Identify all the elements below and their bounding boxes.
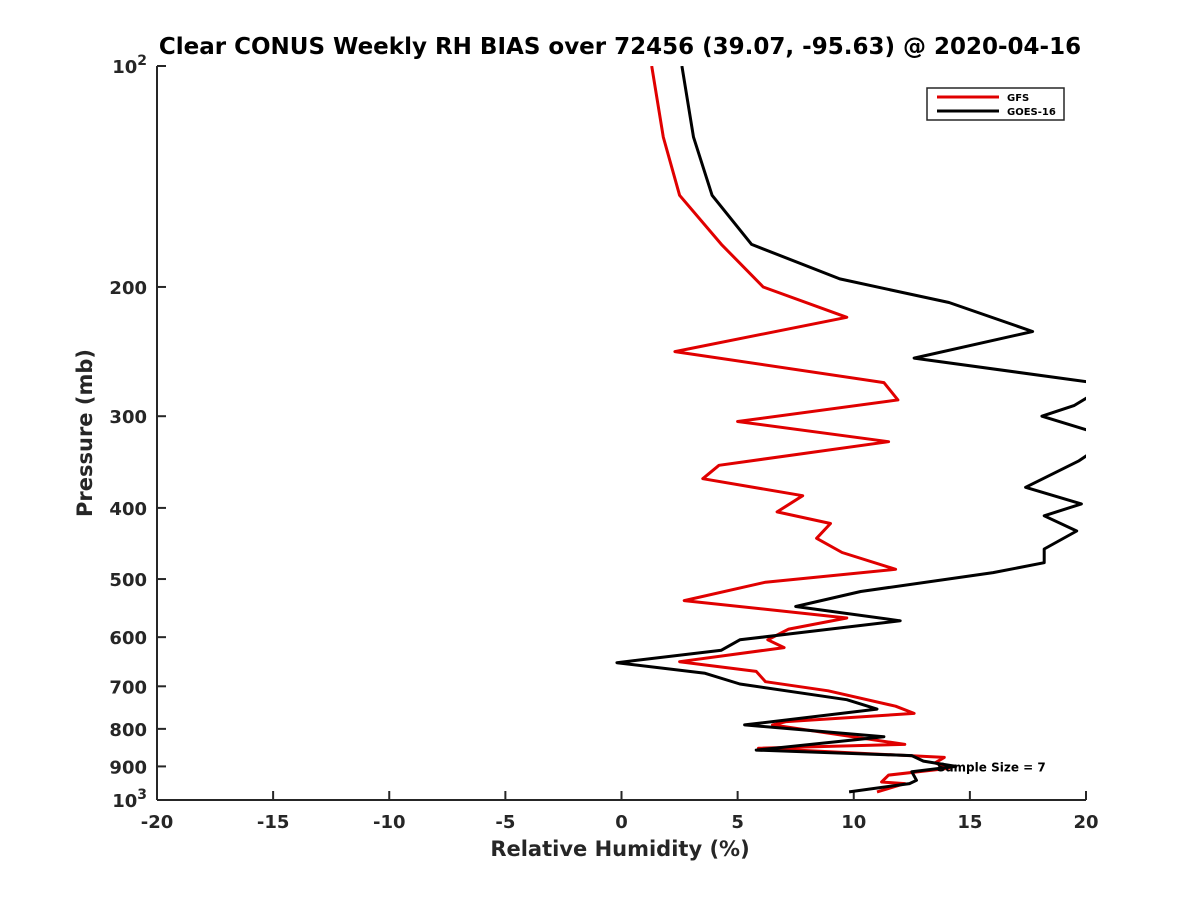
plot-area: -20 -15 -10 -5 0 5 10 15 20102200300400500600700… [109, 53, 1098, 833]
sample-size-annotation: Sample Size = 7 [937, 760, 1046, 774]
legend-label: GFS [1007, 93, 1029, 104]
x-tick-label: -5 [495, 812, 515, 833]
y-axis-label: Pressure (mb) [73, 349, 97, 517]
y-tick-label: 300 [109, 407, 147, 428]
y-tick-exponent: 3 [137, 787, 147, 803]
x-tick-label: -20 [141, 812, 174, 833]
x-tick-label: -15 [257, 812, 290, 833]
chart-title: Clear CONUS Weekly RH BIAS over 72456 (3… [159, 34, 1081, 60]
y-tick-label: 900 [109, 757, 147, 778]
y-tick-label: 400 [109, 499, 147, 520]
legend-box [926, 87, 1065, 121]
x-tick-label: 0 [615, 812, 628, 833]
x-tick-label: 15 [957, 812, 982, 833]
x-tick-label: 20 [1073, 812, 1098, 833]
legend: GFS GOES-16 [926, 87, 1065, 121]
x-tick-label: -10 [373, 812, 406, 833]
y-tick-label: 800 [109, 720, 147, 741]
y-tick-label: 700 [109, 677, 147, 698]
y-tick-label: 500 [109, 570, 147, 591]
series-line-gfs [650, 66, 951, 794]
x-tick-label: 10 [841, 812, 866, 833]
y-tick-exponent: 2 [137, 53, 147, 69]
x-axis-label: Relative Humidity (%) [490, 837, 749, 861]
x-tick-label: 5 [731, 812, 744, 833]
legend-label: GOES-16 [1007, 107, 1056, 118]
series-group [615, 66, 1086, 794]
series-line-goes-16 [615, 66, 1086, 794]
y-tick-label: 200 [109, 278, 147, 299]
y-tick-label: 600 [109, 628, 147, 649]
